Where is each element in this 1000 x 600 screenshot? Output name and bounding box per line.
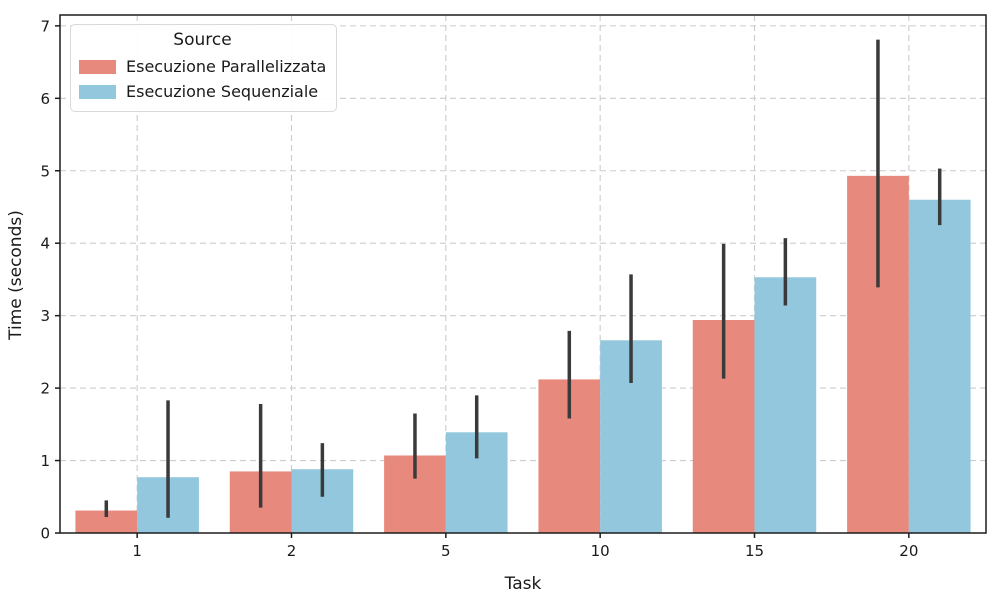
y-tick-label: 2	[40, 380, 50, 398]
bar-sequential-task-15	[754, 277, 817, 533]
x-tick-label: 15	[745, 542, 764, 560]
error-bars-layer	[104, 39, 942, 518]
x-tick-label: 1	[132, 542, 142, 560]
legend-swatch-parallelizzata	[79, 59, 116, 74]
legend-items: Esecuzione Parallelizzata Esecuzione Sequ…	[79, 54, 326, 104]
legend-label: Esecuzione Sequenziale	[126, 82, 319, 101]
y-tick-label: 0	[40, 525, 50, 543]
x-tick-label: 10	[591, 542, 610, 560]
legend-item-parallelizzata: Esecuzione Parallelizzata	[79, 54, 326, 79]
x-tick-label: 5	[441, 542, 451, 560]
y-tick-label: 7	[40, 17, 50, 35]
y-tick-label: 1	[40, 452, 50, 470]
y-tick-label: 6	[40, 90, 50, 108]
axes-layer: 1 2 5 10 15 20 0 1 2 3 4 5 6 7	[40, 14, 987, 560]
y-tick-label: 3	[40, 307, 50, 325]
y-axis-title: Time (seconds)	[6, 210, 26, 340]
legend-item-sequenziale: Esecuzione Sequenziale	[79, 79, 326, 104]
x-tick-label: 20	[899, 542, 918, 560]
bar-sequential-task-20	[908, 199, 971, 533]
axes-spines	[59, 14, 987, 534]
y-tick-label: 5	[40, 162, 50, 180]
y-tick-label: 4	[40, 235, 50, 253]
bars-layer	[75, 175, 971, 534]
legend: Source Esecuzione Parallelizzata Esecuzio…	[70, 24, 337, 112]
legend-label: Esecuzione Parallelizzata	[126, 57, 327, 76]
legend-swatch-sequenziale	[79, 84, 116, 99]
x-axis-title: Task	[504, 574, 542, 594]
legend-title: Source	[173, 30, 232, 50]
bar-parallel-task-1	[75, 510, 138, 533]
x-tick-label: 2	[287, 542, 297, 560]
